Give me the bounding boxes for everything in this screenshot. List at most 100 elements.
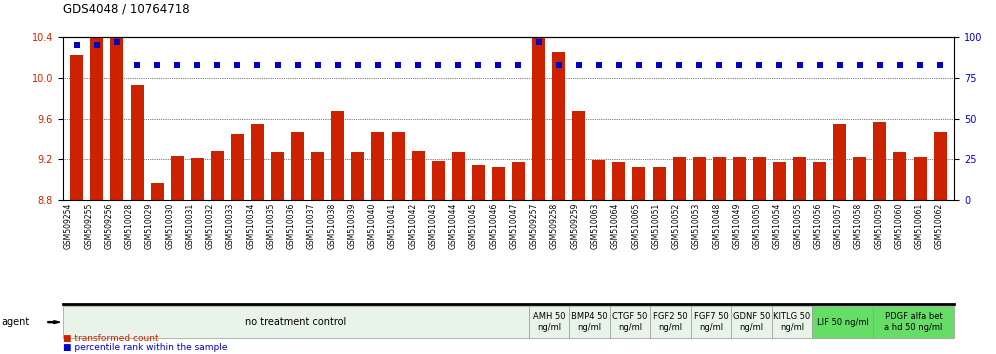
Text: GSM510060: GSM510060 (894, 203, 903, 249)
Text: GSM510036: GSM510036 (287, 203, 296, 249)
Bar (472, 165, 485, 200)
Bar (854, 157, 867, 200)
Bar (231, 134, 244, 200)
Text: GSM510041: GSM510041 (388, 203, 397, 249)
Text: GSM510037: GSM510037 (307, 203, 316, 249)
Text: KITLG 50
ng/ml: KITLG 50 ng/ml (774, 313, 811, 332)
Text: LIF 50 ng/ml: LIF 50 ng/ml (817, 318, 869, 327)
Bar (91, 30, 104, 200)
Text: GSM510034: GSM510034 (246, 203, 255, 249)
Text: GSM510030: GSM510030 (165, 203, 174, 249)
Text: GSM510055: GSM510055 (793, 203, 802, 249)
Text: GSM510039: GSM510039 (348, 203, 357, 249)
Text: GSM510054: GSM510054 (773, 203, 782, 249)
Text: GSM510050: GSM510050 (753, 203, 762, 249)
Bar (613, 162, 625, 200)
Text: GSM510064: GSM510064 (611, 203, 620, 249)
Text: FGF2 50
ng/ml: FGF2 50 ng/ml (653, 313, 688, 332)
Text: GSM510031: GSM510031 (185, 203, 194, 249)
Text: GSM510051: GSM510051 (651, 203, 660, 249)
Text: GSM510059: GSM510059 (874, 203, 883, 249)
Bar (452, 152, 465, 200)
Bar (632, 167, 645, 200)
Bar (352, 152, 365, 200)
Text: GSM510035: GSM510035 (267, 203, 276, 249)
Bar (893, 152, 906, 200)
Bar (913, 157, 926, 200)
Text: ■ transformed count: ■ transformed count (63, 335, 158, 343)
Bar (431, 161, 444, 200)
Text: GSM510029: GSM510029 (144, 203, 154, 249)
Text: GSM510044: GSM510044 (449, 203, 458, 249)
Text: GSM509255: GSM509255 (84, 203, 94, 249)
Text: GSM510049: GSM510049 (732, 203, 741, 249)
Bar (552, 52, 565, 200)
Text: GSM510048: GSM510048 (712, 203, 721, 249)
Text: FGF7 50
ng/ml: FGF7 50 ng/ml (693, 313, 728, 332)
Text: GSM510032: GSM510032 (206, 203, 215, 249)
Bar (191, 158, 204, 200)
Text: GSM510052: GSM510052 (671, 203, 680, 249)
Text: PDGF alfa bet
a hd 50 ng/ml: PDGF alfa bet a hd 50 ng/ml (884, 313, 943, 332)
Bar (593, 160, 606, 200)
Bar (672, 157, 685, 200)
Bar (111, 0, 124, 200)
Bar (211, 151, 224, 200)
Bar (271, 152, 284, 200)
Text: GSM510047: GSM510047 (510, 203, 519, 249)
Bar (692, 157, 706, 200)
Text: GSM509259: GSM509259 (571, 203, 580, 249)
Text: GSM510043: GSM510043 (428, 203, 437, 249)
Bar (411, 151, 424, 200)
Text: GSM509254: GSM509254 (64, 203, 73, 249)
Text: GDNF 50
ng/ml: GDNF 50 ng/ml (733, 313, 770, 332)
Bar (532, 35, 545, 200)
Bar (753, 157, 766, 200)
Bar (713, 157, 726, 200)
Text: GSM510046: GSM510046 (489, 203, 498, 249)
Bar (170, 156, 183, 200)
Text: BMP4 50
ng/ml: BMP4 50 ng/ml (571, 313, 608, 332)
Text: AMH 50
ng/ml: AMH 50 ng/ml (533, 313, 565, 332)
Bar (813, 162, 826, 200)
Bar (573, 112, 586, 200)
Text: GSM510063: GSM510063 (591, 203, 600, 249)
Text: GSM510053: GSM510053 (692, 203, 701, 249)
Text: GSM510028: GSM510028 (124, 203, 133, 249)
Bar (834, 124, 847, 200)
Bar (311, 152, 325, 200)
Text: agent: agent (1, 317, 29, 327)
Text: GSM510058: GSM510058 (854, 203, 863, 249)
Bar (652, 167, 665, 200)
Text: GSM509257: GSM509257 (530, 203, 539, 249)
Bar (793, 157, 806, 200)
Text: GSM510061: GSM510061 (914, 203, 923, 249)
Bar (291, 132, 304, 200)
Bar (150, 183, 163, 200)
Text: GSM510040: GSM510040 (368, 203, 376, 249)
Bar (873, 122, 886, 200)
Bar (71, 56, 84, 200)
Bar (130, 85, 143, 200)
Text: GSM510038: GSM510038 (328, 203, 337, 249)
Text: GSM510042: GSM510042 (408, 203, 417, 249)
Bar (933, 132, 946, 200)
Text: GSM510056: GSM510056 (814, 203, 823, 249)
Text: GSM509256: GSM509256 (105, 203, 114, 249)
Bar (372, 132, 384, 200)
Bar (512, 162, 525, 200)
Text: CTGF 50
ng/ml: CTGF 50 ng/ml (613, 313, 647, 332)
Text: GSM510045: GSM510045 (469, 203, 478, 249)
Text: ■ percentile rank within the sample: ■ percentile rank within the sample (63, 343, 227, 352)
Text: GSM510033: GSM510033 (226, 203, 235, 249)
Bar (251, 124, 264, 200)
Text: GDS4048 / 10764718: GDS4048 / 10764718 (63, 3, 189, 16)
Text: GSM510057: GSM510057 (834, 203, 843, 249)
Bar (492, 167, 505, 200)
Text: GSM509258: GSM509258 (550, 203, 559, 249)
Text: GSM510065: GSM510065 (631, 203, 640, 249)
Bar (391, 132, 404, 200)
Bar (332, 112, 345, 200)
Bar (733, 157, 746, 200)
Text: GSM510062: GSM510062 (935, 203, 944, 249)
